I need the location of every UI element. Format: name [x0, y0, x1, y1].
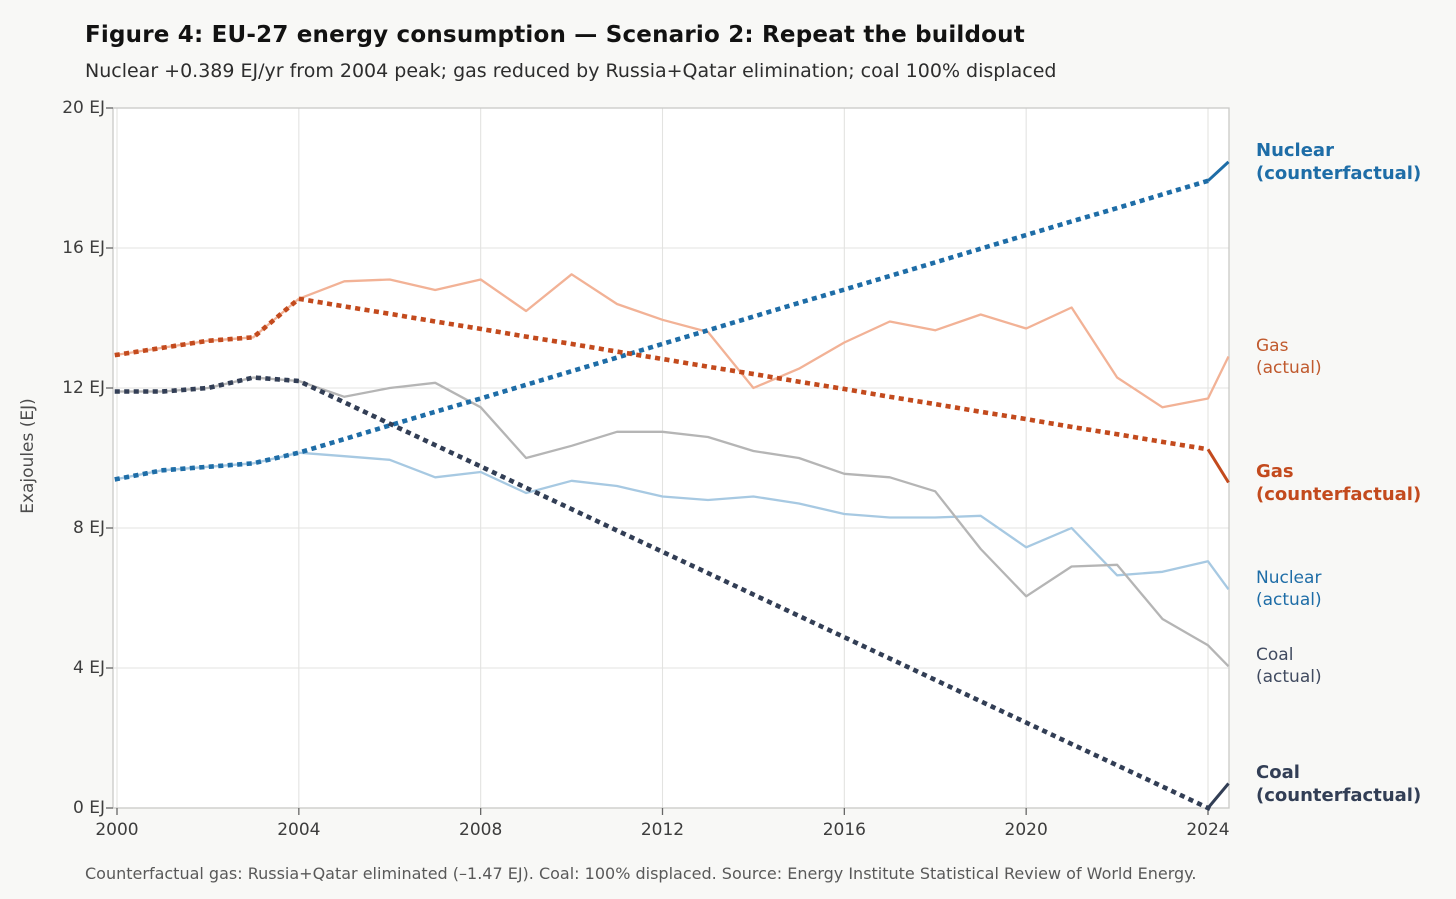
series-label-line: Gas	[1256, 460, 1294, 482]
x-tick-label: 2020	[1004, 820, 1048, 840]
series-line-gas-actual	[116, 273, 1230, 409]
series-tail-gas-counterfactual	[1206, 448, 1230, 484]
x-tick-label: 2016	[822, 820, 866, 840]
x-tick-label: 2008	[459, 820, 503, 840]
series-line-nuclear-actual	[116, 451, 1230, 590]
x-tick-label: 2004	[277, 820, 321, 840]
series-label-line: (counterfactual)	[1256, 784, 1422, 806]
series-label-gas-counterfactual: Gas (counterfactual)	[1256, 460, 1451, 506]
series-label-line: (counterfactual)	[1256, 162, 1422, 184]
series-label-line: Nuclear	[1256, 139, 1334, 161]
y-axis-title: Exajoules (EJ)	[18, 398, 38, 514]
series-label-line: Coal	[1256, 645, 1294, 666]
y-tick-label: 0 EJ	[73, 798, 105, 818]
series-label-line: (counterfactual)	[1256, 483, 1422, 505]
y-tick-label: 16 EJ	[62, 238, 105, 258]
y-tick-label: 4 EJ	[73, 658, 105, 678]
series-label-coal-counterfactual: Coal (counterfactual)	[1256, 761, 1451, 807]
series-label-line: (actual)	[1256, 357, 1322, 378]
y-tick-label: 20 EJ	[62, 98, 105, 118]
series-label-line: Coal	[1256, 761, 1300, 783]
series-label-line: Nuclear	[1256, 568, 1322, 589]
series-label-nuclear-actual: Nuclear (actual)	[1256, 567, 1451, 611]
x-tick-label: 2024	[1186, 820, 1230, 840]
series-tail-coal-counterfactual	[1206, 782, 1230, 809]
series-tail-nuclear-counterfactual	[1206, 160, 1230, 182]
plot-frame	[112, 107, 1230, 809]
series-line-coal-counterfactual	[114, 375, 1212, 812]
series-label-line: (actual)	[1256, 590, 1322, 611]
x-tick-label: 2000	[95, 820, 139, 840]
series-label-line: Gas	[1256, 335, 1289, 356]
figure-subtitle: Nuclear +0.389 EJ/yr from 2004 peak; gas…	[85, 60, 1057, 82]
series-label-line: (actual)	[1256, 667, 1322, 688]
figure-title: Figure 4: EU-27 energy consumption — Sce…	[85, 22, 1025, 48]
series-label-coal-actual: Coal (actual)	[1256, 644, 1451, 688]
series-label-nuclear-counterfactual: Nuclear (counterfactual)	[1256, 139, 1451, 185]
series-label-gas-actual: Gas (actual)	[1256, 335, 1451, 379]
x-tick-label: 2012	[640, 820, 685, 840]
figure-footnote: Counterfactual gas: Russia+Qatar elimina…	[85, 864, 1197, 883]
y-tick-label: 8 EJ	[73, 518, 105, 538]
y-tick-label: 12 EJ	[62, 378, 105, 398]
